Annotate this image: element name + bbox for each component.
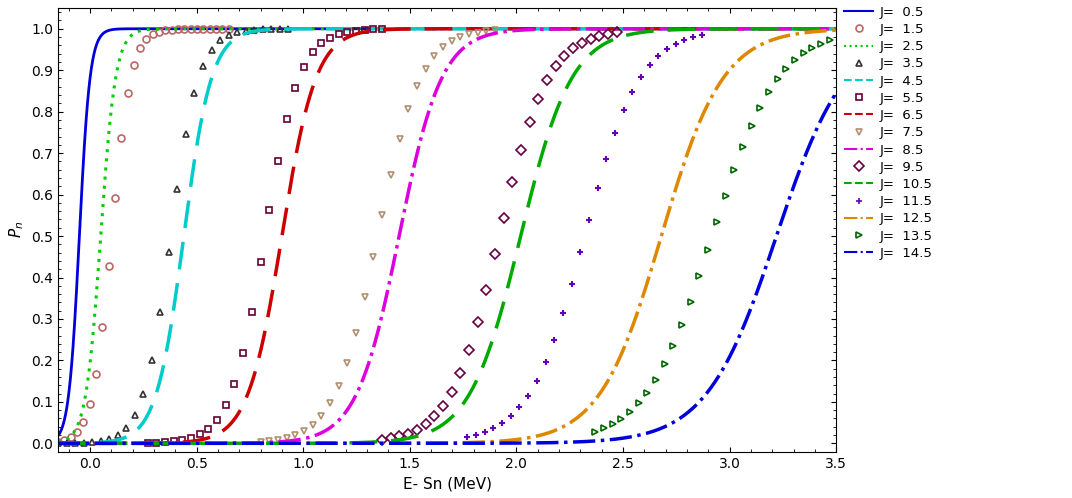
Y-axis label: $P_n$: $P_n$ [6,221,26,239]
X-axis label: E- Sn (MeV): E- Sn (MeV) [403,476,492,491]
Legend: J=  0.5, J=  1.5, J=  2.5, J=  3.5, J=  4.5, J=  5.5, J=  6.5, J=  7.5, J=  8.5,: J= 0.5, J= 1.5, J= 2.5, J= 3.5, J= 4.5, … [845,6,933,260]
